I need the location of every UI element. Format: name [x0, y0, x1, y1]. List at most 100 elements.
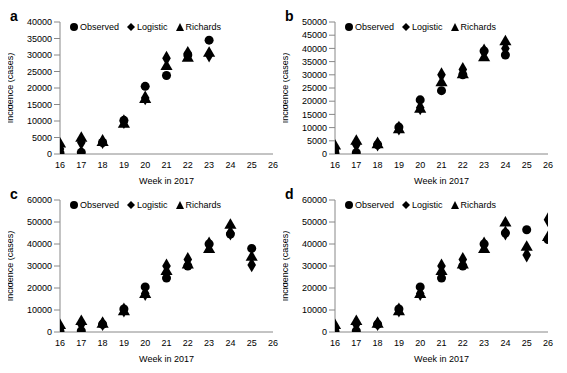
svg-text:24: 24	[225, 160, 235, 170]
svg-text:16: 16	[55, 160, 65, 170]
svg-text:23: 23	[204, 338, 214, 348]
svg-text:17: 17	[351, 338, 361, 348]
svg-text:16: 16	[330, 160, 340, 170]
svg-text:19: 19	[119, 338, 129, 348]
svg-text:15000: 15000	[302, 110, 327, 120]
svg-text:26: 26	[268, 338, 278, 348]
html-text:Logistic: Logistic	[412, 200, 443, 210]
svg-text:23: 23	[204, 160, 214, 170]
svg-text:50000: 50000	[302, 217, 327, 227]
svg-text:21: 21	[161, 338, 171, 348]
svg-text:Week in 2017: Week in 2017	[414, 176, 469, 184]
svg-text:24: 24	[500, 160, 510, 170]
html-text:Observed: Observed	[355, 22, 394, 32]
svg-text:20: 20	[140, 160, 150, 170]
svg-text:16: 16	[330, 338, 340, 348]
svg-text:18: 18	[98, 160, 108, 170]
svg-text:30000: 30000	[302, 261, 327, 271]
svg-text:25: 25	[522, 338, 532, 348]
svg-text:10000: 10000	[302, 123, 327, 133]
svg-text:10000: 10000	[27, 305, 52, 315]
svg-text:40000: 40000	[27, 17, 52, 27]
svg-text:20: 20	[415, 160, 425, 170]
svg-text:18: 18	[98, 338, 108, 348]
svg-text:23: 23	[479, 338, 489, 348]
svg-text:20: 20	[415, 338, 425, 348]
svg-text:16: 16	[55, 338, 65, 348]
svg-text:21: 21	[436, 160, 446, 170]
svg-text:24: 24	[225, 338, 235, 348]
svg-text:25000: 25000	[302, 83, 327, 93]
svg-text:Incidence (cases): Incidence (cases)	[283, 53, 290, 124]
svg-text:10000: 10000	[27, 116, 52, 126]
svg-text:18: 18	[373, 338, 383, 348]
svg-text:20000: 20000	[302, 96, 327, 106]
svg-text:25: 25	[247, 338, 257, 348]
svg-text:22: 22	[458, 338, 468, 348]
svg-text:20000: 20000	[27, 283, 52, 293]
svg-text:25000: 25000	[27, 67, 52, 77]
svg-text:22: 22	[458, 160, 468, 170]
svg-text:Incidence (cases): Incidence (cases)	[8, 231, 15, 302]
html-text:Logistic: Logistic	[137, 22, 168, 32]
svg-text:21: 21	[436, 338, 446, 348]
svg-text:5000: 5000	[32, 133, 52, 143]
svg-text:40000: 40000	[27, 239, 52, 249]
svg-text:Incidence (cases): Incidence (cases)	[283, 231, 290, 302]
html-text:Richards: Richards	[185, 200, 222, 210]
svg-text:60000: 60000	[302, 195, 327, 205]
svg-text:30000: 30000	[27, 50, 52, 60]
svg-text:15000: 15000	[27, 100, 52, 110]
svg-text:18: 18	[373, 160, 383, 170]
svg-text:20000: 20000	[302, 283, 327, 293]
svg-text:40000: 40000	[302, 44, 327, 54]
svg-text:50000: 50000	[302, 17, 327, 27]
svg-text:20000: 20000	[27, 83, 52, 93]
svg-text:23: 23	[479, 160, 489, 170]
svg-text:0: 0	[322, 327, 327, 337]
svg-text:19: 19	[119, 160, 129, 170]
svg-text:45000: 45000	[302, 30, 327, 40]
svg-text:21: 21	[161, 160, 171, 170]
svg-text:26: 26	[268, 160, 278, 170]
svg-text:0: 0	[322, 149, 327, 159]
svg-text:22: 22	[183, 160, 193, 170]
svg-text:24: 24	[500, 338, 510, 348]
html-text:Observed: Observed	[80, 200, 119, 210]
html-text:Richards: Richards	[460, 22, 497, 32]
svg-text:19: 19	[394, 160, 404, 170]
html-text:Richards: Richards	[460, 200, 497, 210]
svg-text:25: 25	[522, 160, 532, 170]
svg-text:17: 17	[351, 160, 361, 170]
svg-text:17: 17	[76, 338, 86, 348]
svg-text:40000: 40000	[302, 239, 327, 249]
svg-text:35000: 35000	[302, 57, 327, 67]
svg-text:0: 0	[47, 327, 52, 337]
html-text:Logistic: Logistic	[137, 200, 168, 210]
svg-text:50000: 50000	[27, 217, 52, 227]
svg-text:Week in 2017: Week in 2017	[414, 354, 469, 362]
svg-text:5000: 5000	[307, 136, 327, 146]
svg-text:20: 20	[140, 338, 150, 348]
svg-text:Week in 2017: Week in 2017	[139, 354, 194, 362]
svg-text:35000: 35000	[27, 34, 52, 44]
html-text:Observed: Observed	[80, 22, 119, 32]
svg-text:Incidence (cases): Incidence (cases)	[8, 53, 15, 124]
html-text:Logistic: Logistic	[412, 22, 443, 32]
svg-text:22: 22	[183, 338, 193, 348]
svg-text:0: 0	[47, 149, 52, 159]
svg-text:30000: 30000	[27, 261, 52, 271]
svg-text:60000: 60000	[27, 195, 52, 205]
svg-text:19: 19	[394, 338, 404, 348]
html-text:Richards: Richards	[185, 22, 222, 32]
svg-text:10000: 10000	[302, 305, 327, 315]
svg-text:25: 25	[247, 160, 257, 170]
svg-text:26: 26	[543, 338, 553, 348]
html-text:b: b	[285, 8, 294, 24]
svg-text:Week in 2017: Week in 2017	[139, 176, 194, 184]
svg-text:17: 17	[76, 160, 86, 170]
html-text:d: d	[285, 186, 294, 202]
svg-text:26: 26	[543, 160, 553, 170]
html-text:Observed: Observed	[355, 200, 394, 210]
svg-text:30000: 30000	[302, 70, 327, 80]
